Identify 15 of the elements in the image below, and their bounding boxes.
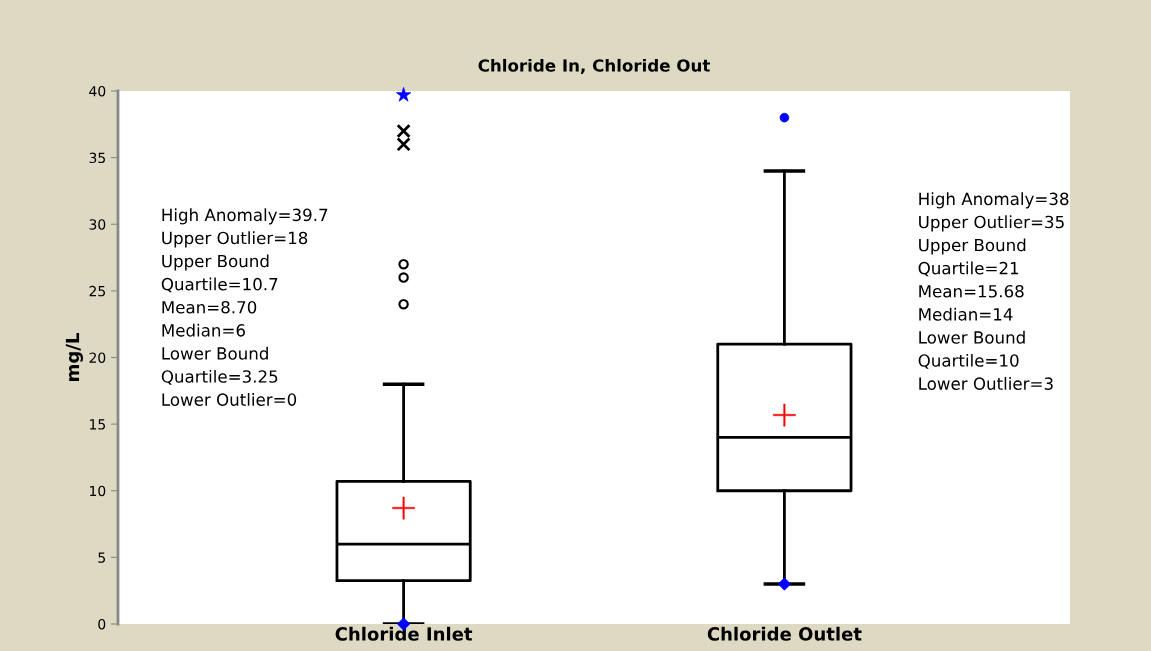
text: High Anomaly=38 Upper Outlier=35 Upper Bound Quartile=21 Mean=15.68 Median=14 Lower Bound Quartile=10 Lower Outlier=3 (918, 192, 1069, 390)
y-tick-label: 20 (89, 352, 106, 363)
chart-title: Chloride In, Chloride Out (478, 58, 710, 74)
y-tick-label: 0 (98, 618, 106, 630)
x-tick-label: Chloride Inlet (335, 626, 473, 641)
y-tick-label: 30 (89, 219, 106, 230)
y-axis-title: mg/L (65, 333, 83, 381)
y-tick-label: 25 (89, 285, 105, 297)
text: High Anomaly=39.7 Upper Outlier=18 Upper Bound Quartile=10.7 Mean=8.70 Median=6 Lower Bound Quartile=3.25 Lower Outlier=0 (161, 208, 328, 406)
y-tick-label: 5 (98, 552, 105, 563)
y-tick-label: 40 (89, 85, 106, 97)
x-tick-label: Chloride Outlet (707, 626, 862, 641)
y-tick-label: 10 (90, 485, 106, 497)
y-tick-label: 35 (89, 152, 105, 164)
y-tick-label: 15 (90, 419, 105, 430)
